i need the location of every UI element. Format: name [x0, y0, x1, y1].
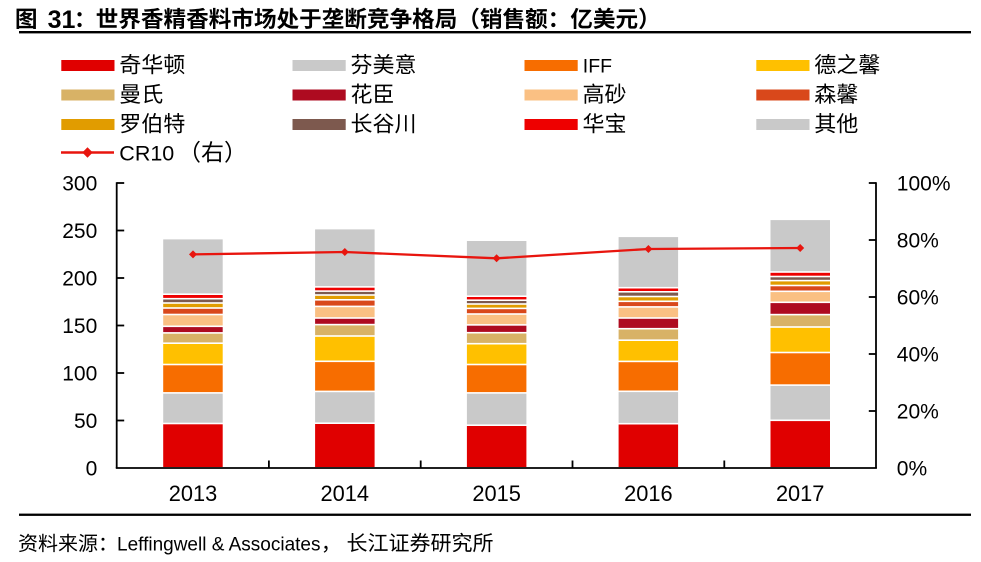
- svg-text:0%: 0%: [897, 458, 927, 481]
- svg-text:CR10: CR10: [119, 142, 174, 166]
- svg-text:250: 250: [62, 220, 97, 243]
- svg-text:50: 50: [74, 410, 97, 433]
- svg-text:60%: 60%: [897, 287, 939, 310]
- svg-text:31: 31: [48, 6, 76, 34]
- svg-text:0: 0: [86, 458, 98, 481]
- svg-text:40%: 40%: [897, 344, 939, 367]
- svg-text:150: 150: [62, 315, 97, 338]
- svg-text:2013: 2013: [169, 481, 218, 506]
- svg-text:Leffingwell & Associates: Leffingwell & Associates: [117, 535, 321, 556]
- svg-text:20%: 20%: [897, 401, 939, 424]
- svg-text:300: 300: [62, 173, 97, 196]
- svg-text:200: 200: [62, 268, 97, 291]
- svg-text:100: 100: [62, 363, 97, 386]
- svg-text:100%: 100%: [897, 173, 951, 196]
- svg-text:80%: 80%: [897, 230, 939, 253]
- svg-text:2014: 2014: [321, 481, 370, 506]
- svg-text:IFF: IFF: [583, 56, 612, 78]
- svg-text:2017: 2017: [776, 481, 825, 506]
- svg-text:2015: 2015: [472, 481, 521, 506]
- svg-text:2016: 2016: [624, 481, 673, 506]
